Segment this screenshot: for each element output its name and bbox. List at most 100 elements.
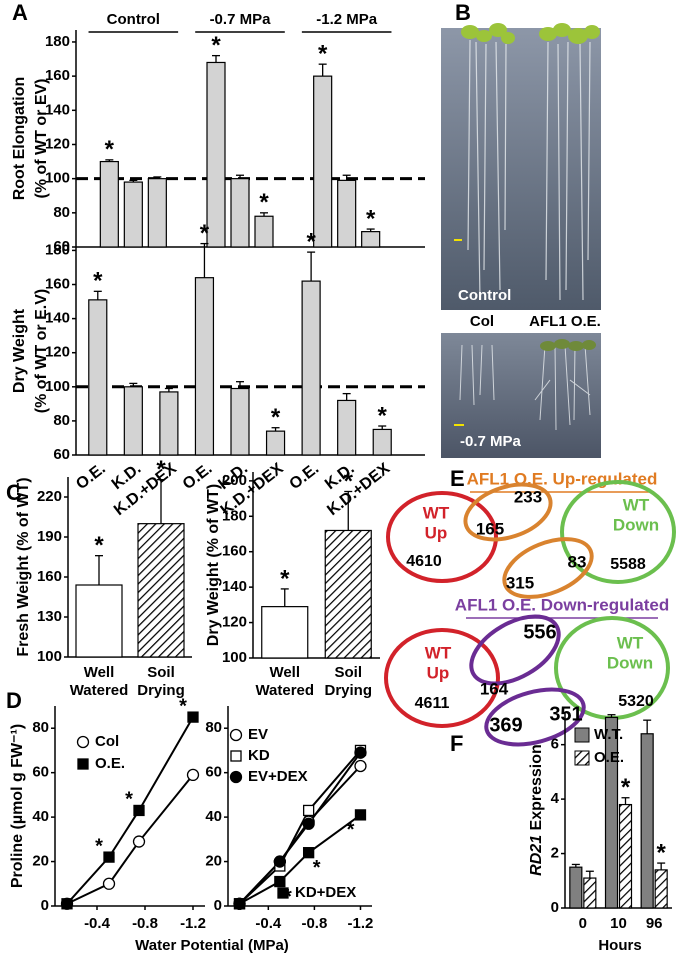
x-tick-label: 96 <box>646 915 663 932</box>
genotype-label: Col <box>470 313 494 330</box>
venn-set-label: WT <box>425 643 452 662</box>
bar <box>194 277 215 456</box>
point <box>302 804 315 817</box>
significance-marker: * <box>105 136 115 163</box>
significance-marker: * <box>259 189 269 216</box>
legend-label: Col <box>95 733 119 750</box>
legend-label: O.E. <box>594 749 624 766</box>
y-axis-label: (% of WT or EV) <box>33 79 50 199</box>
x-tick-label: Watered <box>255 682 314 699</box>
venn-count: 369 <box>489 714 522 736</box>
venn-down: AFL1 O.E. Down-regulated WT Up 4611 164 … <box>384 595 670 747</box>
y-tick-label: 60 <box>32 764 49 781</box>
y-tick-label: 80 <box>53 412 70 429</box>
x-tick-label: Drying <box>137 682 185 699</box>
panel-label: C <box>6 480 22 505</box>
point <box>354 809 367 821</box>
venn-set-label: WT <box>423 503 450 522</box>
significance-marker: * <box>95 835 103 857</box>
x-axis-label: Hours <box>598 937 641 954</box>
y-tick-label: 40 <box>32 808 49 825</box>
legend-marker <box>229 728 243 742</box>
y-tick-label: 160 <box>222 543 247 560</box>
bar <box>265 430 286 456</box>
point <box>274 875 286 888</box>
x-axis-label: Water Potential (MPa) <box>135 937 289 954</box>
series-line <box>66 774 194 905</box>
significance-marker: * <box>656 839 666 866</box>
y-axis-label: Fresh Weight (% of WT) <box>15 477 32 656</box>
significance-marker: * <box>621 774 631 801</box>
bar <box>137 523 185 658</box>
x-tick-label: 10 <box>610 915 627 932</box>
venn-count: 556 <box>523 621 556 643</box>
photo-caption: Control <box>458 287 511 304</box>
significance-marker: * <box>344 468 354 495</box>
bar <box>361 231 381 248</box>
y-axis-label: Root Elongation <box>11 77 28 201</box>
x-tick-label: O.E. <box>286 460 322 493</box>
point <box>102 877 116 890</box>
significance-marker: * <box>179 695 187 717</box>
venn-count: 4610 <box>406 553 442 570</box>
series-line <box>238 749 362 905</box>
photo-panel: Control Col AFL1 O.E. -0.7 MPa <box>441 23 601 458</box>
bar <box>123 386 143 456</box>
y-tick-label: 80 <box>205 719 222 736</box>
x-tick-label: Watered <box>70 682 129 699</box>
x-tick-label: -0.4 <box>255 915 282 932</box>
point <box>132 835 146 848</box>
legend-label: W.T. <box>594 726 623 743</box>
y-tick-label: 140 <box>45 310 70 327</box>
bar <box>618 803 633 909</box>
y-axis-label: Proline (µmol g FW⁻¹) <box>9 724 26 888</box>
y-tick-label: 0 <box>41 897 49 914</box>
group-label: -0.7 MPa <box>210 11 272 28</box>
panel-label: E <box>450 466 465 491</box>
y-tick-label: 6 <box>551 736 559 753</box>
series-line <box>66 716 194 905</box>
bar <box>301 280 321 456</box>
significance-marker: * <box>347 819 355 841</box>
y-tick-label: 40 <box>205 808 222 825</box>
y-tick-label: 100 <box>37 648 62 665</box>
point <box>273 855 286 868</box>
bar <box>313 75 333 248</box>
significance-marker: * <box>211 32 221 59</box>
x-tick-label: -1.2 <box>180 915 206 932</box>
y-tick-label: 180 <box>45 241 70 258</box>
significance-marker: * <box>156 456 166 483</box>
bar <box>206 61 226 248</box>
bar <box>604 716 619 909</box>
legend-label: EV+DEX <box>248 768 308 785</box>
legend-marker <box>230 750 242 762</box>
venn-count: 165 <box>476 519 504 538</box>
y-tick-label: 80 <box>32 719 49 736</box>
y-tick-label: 180 <box>222 507 247 524</box>
bar <box>123 181 143 248</box>
significance-marker: * <box>280 565 290 592</box>
point <box>302 847 315 859</box>
point <box>133 804 145 817</box>
legend-label: KD+DEX <box>295 884 356 901</box>
y-tick-label: 140 <box>222 578 247 595</box>
venn-count: 5320 <box>618 693 654 710</box>
significance-marker: * <box>200 220 210 247</box>
venn-count: 5588 <box>610 556 646 573</box>
significance-marker: * <box>378 402 388 429</box>
y-axis-label: Dry Weight (% of WT) <box>205 484 222 646</box>
venn-set-label: WT <box>617 633 644 652</box>
y-tick-label: 100 <box>222 649 247 666</box>
venn-count: 351 <box>549 703 582 725</box>
genotype-label: AFL1 O.E. <box>529 313 601 330</box>
point <box>302 817 315 830</box>
venn-set-label: Down <box>607 653 653 672</box>
bar <box>88 299 108 456</box>
y-tick-label: 120 <box>45 344 70 361</box>
y-tick-label: 120 <box>45 135 70 152</box>
bar <box>230 387 250 456</box>
significance-marker: * <box>271 404 281 431</box>
venn-count: 83 <box>568 552 587 571</box>
y-tick-label: 140 <box>45 101 70 118</box>
y-axis-label: Dry Weight <box>11 308 28 393</box>
